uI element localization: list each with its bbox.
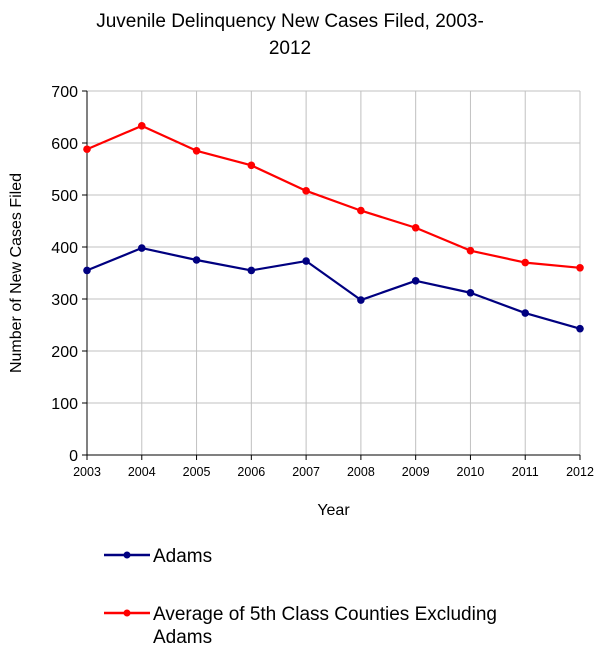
series-average-5th-class <box>83 122 584 272</box>
plot-background <box>87 91 580 455</box>
data-point <box>576 324 584 333</box>
x-tick-label: 2011 <box>512 465 539 479</box>
data-point <box>411 277 420 285</box>
x-tick-label: 2007 <box>292 465 320 479</box>
legend-swatch-adams-marker <box>123 551 131 559</box>
data-point <box>83 266 91 275</box>
chart-title-line-2: 2012 <box>269 38 311 59</box>
y-tick-label: 600 <box>51 136 78 153</box>
chart-title-line-1: Juvenile Delinquency New Cases Filed, 20… <box>96 11 484 32</box>
legend-label-adams: Adams <box>153 546 212 567</box>
x-axis-title: Year <box>317 502 350 519</box>
data-point <box>247 266 256 275</box>
data-point <box>357 296 365 304</box>
data-point <box>137 244 146 252</box>
data-point <box>302 187 310 195</box>
y-tick-label: 300 <box>51 292 78 309</box>
data-point <box>521 309 530 317</box>
legend: Adams Average of 5th Class Counties Excl… <box>104 546 497 648</box>
series-adams <box>83 244 584 333</box>
y-tick-label: 500 <box>51 188 78 205</box>
y-tick-label: 0 <box>69 448 78 465</box>
legend-item-adams: Adams <box>104 546 212 567</box>
data-point <box>192 147 201 155</box>
plot-area <box>86 90 581 456</box>
x-tick-label: 2009 <box>402 465 430 479</box>
data-point <box>466 246 475 255</box>
data-point <box>302 257 310 265</box>
y-tick-label: 700 <box>51 84 78 101</box>
x-tick-label: 2004 <box>128 465 156 479</box>
data-point <box>411 223 420 232</box>
series-line <box>86 246 581 330</box>
data-point <box>521 258 530 267</box>
data-point <box>137 122 146 130</box>
y-axis-tick-labels: 0 100 200 300 400 500 600 700 <box>51 84 87 465</box>
y-tick-label: 200 <box>51 344 78 361</box>
x-tick-label: 2005 <box>183 465 211 479</box>
legend-item-average: Average of 5th Class Counties Excluding … <box>104 604 497 648</box>
x-tick-label: 2008 <box>347 465 375 479</box>
x-axis-tick-labels: 2003 2004 2005 2006 2007 2008 2009 2010 2011 2012 <box>73 455 594 479</box>
series-line <box>86 124 581 269</box>
x-tick-label: 2010 <box>457 465 485 479</box>
x-tick-label: 2003 <box>73 465 101 479</box>
series-lines <box>83 122 584 333</box>
y-tick-label: 400 <box>51 240 78 257</box>
data-point <box>466 288 475 297</box>
legend-label-average-line-1: Average of 5th Class Counties Excluding <box>153 604 497 625</box>
x-tick-label: 2012 <box>566 465 594 479</box>
data-point <box>83 145 91 154</box>
y-tick-label: 100 <box>51 396 78 413</box>
data-point <box>357 206 365 215</box>
chart-title: Juvenile Delinquency New Cases Filed, 20… <box>96 11 484 59</box>
x-tick-label: 2006 <box>237 465 265 479</box>
data-point <box>576 264 584 272</box>
legend-swatch-average-marker <box>123 609 131 617</box>
legend-label-average-line-2: Adams <box>153 627 212 648</box>
data-point <box>192 256 201 264</box>
y-axis-title: Number of New Cases Filed <box>8 173 25 373</box>
data-point <box>247 161 256 170</box>
